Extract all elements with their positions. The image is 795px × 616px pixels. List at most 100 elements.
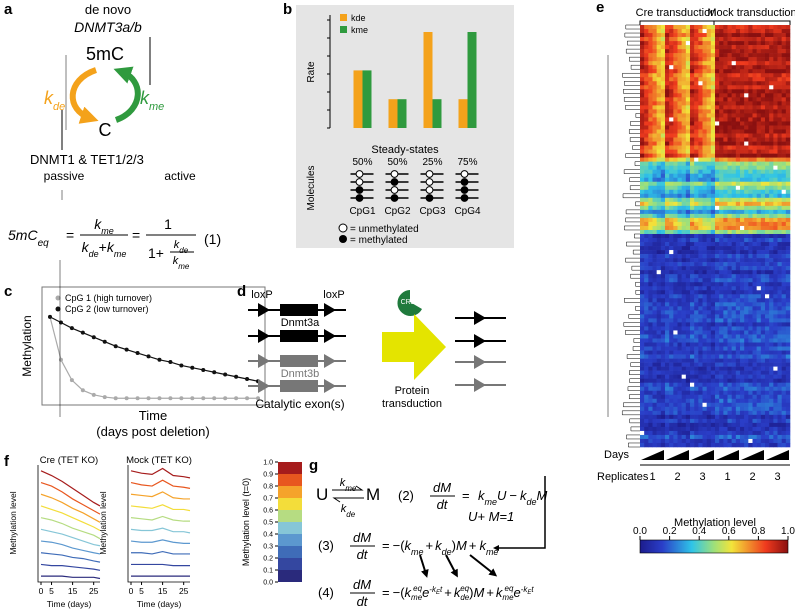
heatmap-cell: [785, 282, 791, 287]
heatmap-cell: [648, 101, 653, 106]
heatmap-cell: [702, 330, 707, 335]
heatmap-cell: [715, 109, 720, 114]
tick-label: 0.5: [263, 520, 273, 527]
heatmap-cell: [785, 238, 791, 243]
axis-title: Molecules: [306, 165, 317, 210]
heatmap-cell: [727, 181, 732, 187]
heatmap-cell: [681, 358, 687, 363]
heatmap-cell: [715, 378, 720, 383]
heatmap-cell: [656, 374, 662, 379]
heatmap-cell: [706, 442, 712, 448]
heatmap-cell: [673, 394, 678, 400]
heatmap-cell: [640, 53, 645, 58]
heatmap-cell: [752, 89, 757, 94]
text: Steady-states: [371, 144, 439, 156]
heatmap-cell: [773, 422, 778, 428]
heatmap-cell: [681, 85, 687, 90]
heatmap-cell: [669, 225, 674, 231]
heatmap-cell: [769, 350, 774, 355]
heatmap-cell: [660, 410, 666, 416]
heatmap-cell: [665, 262, 670, 267]
heatmap-cell: [685, 153, 691, 158]
heatmap-cell: [665, 286, 670, 291]
heatmap-cell: [665, 374, 670, 379]
heatmap-cell: [706, 189, 712, 195]
heatmap-cell: [685, 141, 691, 146]
heatmap-cell: [685, 270, 691, 275]
heatmap-cell: [706, 165, 712, 170]
text: Dnmt3a: [281, 317, 320, 329]
heatmap-cell: [756, 25, 762, 30]
heatmap-cell: [665, 81, 670, 86]
heatmap-cell: [744, 81, 749, 86]
heatmap-cell: [694, 410, 699, 416]
heatmap-cell: [673, 258, 678, 263]
heatmap-cell: [748, 338, 753, 343]
heatmap-cell: [781, 374, 787, 379]
heatmap-cell: [715, 366, 720, 371]
heatmap-cell: [748, 197, 753, 203]
heatmap-cell: [694, 81, 699, 86]
heatmap-cell: [723, 314, 728, 319]
heatmap-cell: [740, 378, 745, 383]
heatmap-cell: [773, 366, 778, 371]
heatmap-cell: [685, 402, 691, 408]
heatmap-cell: [673, 161, 678, 166]
heatmap-cell: [744, 121, 749, 126]
heatmap-cell: [652, 225, 657, 231]
heatmap-cell: [765, 209, 770, 215]
heatmap-cell: [669, 33, 674, 38]
heatmap-cell: [702, 225, 707, 231]
heatmap-cell: [652, 233, 657, 239]
heatmap-cell: [694, 157, 699, 162]
heatmap-cell: [706, 266, 712, 271]
heatmap-cell: [681, 410, 687, 416]
dendrogram-branch: [635, 281, 640, 287]
heatmap-cell: [785, 270, 791, 275]
heatmap-cell: [710, 93, 716, 98]
heatmap-cell: [715, 225, 720, 231]
heatmap-cell: [660, 233, 666, 239]
heatmap-cell: [669, 346, 674, 351]
heatmap-cell: [765, 310, 770, 315]
heatmap-cell: [648, 69, 653, 74]
axis: [127, 465, 190, 583]
heatmap-cell: [752, 294, 757, 299]
heatmap-cell: [723, 402, 728, 408]
heatmap-cell: [702, 402, 707, 408]
dendrogram-branch: [628, 442, 640, 448]
heatmap-cell: [715, 374, 720, 379]
heatmap-cell: [785, 73, 791, 78]
heatmap-cell: [781, 322, 787, 327]
heatmap-cell: [735, 77, 741, 82]
heatmap-cell: [740, 193, 745, 199]
dendrogram-branch: [629, 370, 640, 375]
heatmap-cell: [660, 193, 666, 199]
point: [91, 335, 96, 340]
heatmap-cell: [710, 338, 716, 343]
heatmap-cell: [777, 298, 782, 303]
heatmap-cell: [656, 338, 662, 343]
heatmap-cell: [648, 41, 653, 46]
heatmap-cell: [769, 326, 774, 331]
heatmap-cell: [690, 201, 695, 207]
heatmap-cell: [677, 330, 682, 335]
heatmap-cell: [648, 33, 653, 38]
heatmap-cell: [727, 298, 732, 303]
heatmap-cell: [710, 414, 716, 420]
heatmap-cell: [698, 310, 703, 315]
heatmap-cell: [652, 181, 657, 187]
heatmap-cell: [669, 157, 674, 162]
heatmap-cell: [656, 181, 662, 187]
heatmap-cell: [719, 358, 724, 363]
heatmap-cell: [677, 290, 682, 295]
heatmap-cell: [781, 77, 787, 82]
heatmap-cell: [677, 262, 682, 267]
heatmap-cell: [769, 266, 774, 271]
heatmap-cell: [694, 225, 699, 231]
heatmap-cell: [702, 322, 707, 327]
heatmap-cell: [694, 266, 699, 271]
heatmap-cell: [769, 394, 774, 400]
heatmap-cell: [690, 197, 695, 203]
heatmap-cell: [644, 53, 649, 58]
